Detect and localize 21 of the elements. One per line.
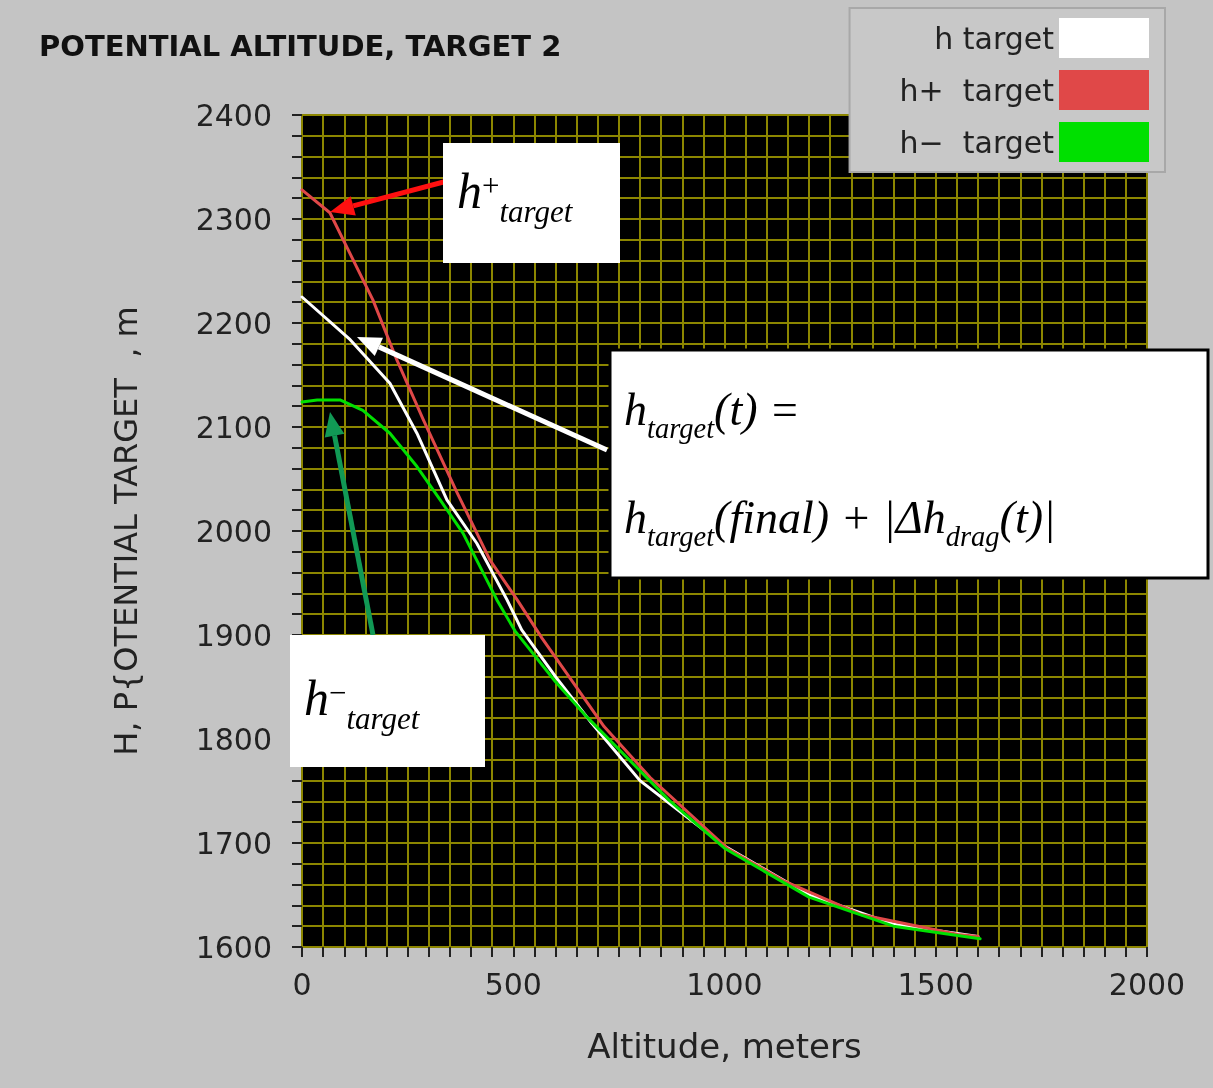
x-tick-label: 500	[484, 966, 542, 1002]
y-tick-label: 1900	[195, 617, 272, 653]
y-tick-label: 2000	[195, 513, 272, 549]
y-tick-label: 1700	[195, 825, 272, 861]
y-axis-title: H, P{OTENTIAL TARGET , m	[107, 306, 145, 756]
legend-label: h+ target	[899, 72, 1055, 108]
y-tick-label: 2100	[195, 409, 272, 445]
x-tick-label: 1500	[897, 966, 974, 1002]
y-tick-label: 2400	[195, 97, 272, 133]
x-axis-title: Altitude, meters	[587, 1026, 862, 1066]
x-tick-label: 2000	[1108, 966, 1186, 1002]
chart-title: POTENTIAL ALTITUDE, TARGET 2	[39, 28, 562, 63]
y-tick-label: 2200	[195, 305, 272, 341]
legend-label: h− target	[899, 124, 1055, 160]
x-tick-label: 0	[292, 966, 312, 1002]
text: h$_{target}$(t) = h$_{target}$(final) + |Δh$_{drag}$(t)|	[624, 384, 1056, 553]
legend-label: h target	[934, 20, 1055, 56]
x-tick-label: 1000	[686, 966, 763, 1002]
y-tick-label: 2300	[195, 201, 272, 237]
y-tick-label: 1800	[195, 721, 272, 757]
y-tick-label: 1600	[195, 929, 272, 965]
